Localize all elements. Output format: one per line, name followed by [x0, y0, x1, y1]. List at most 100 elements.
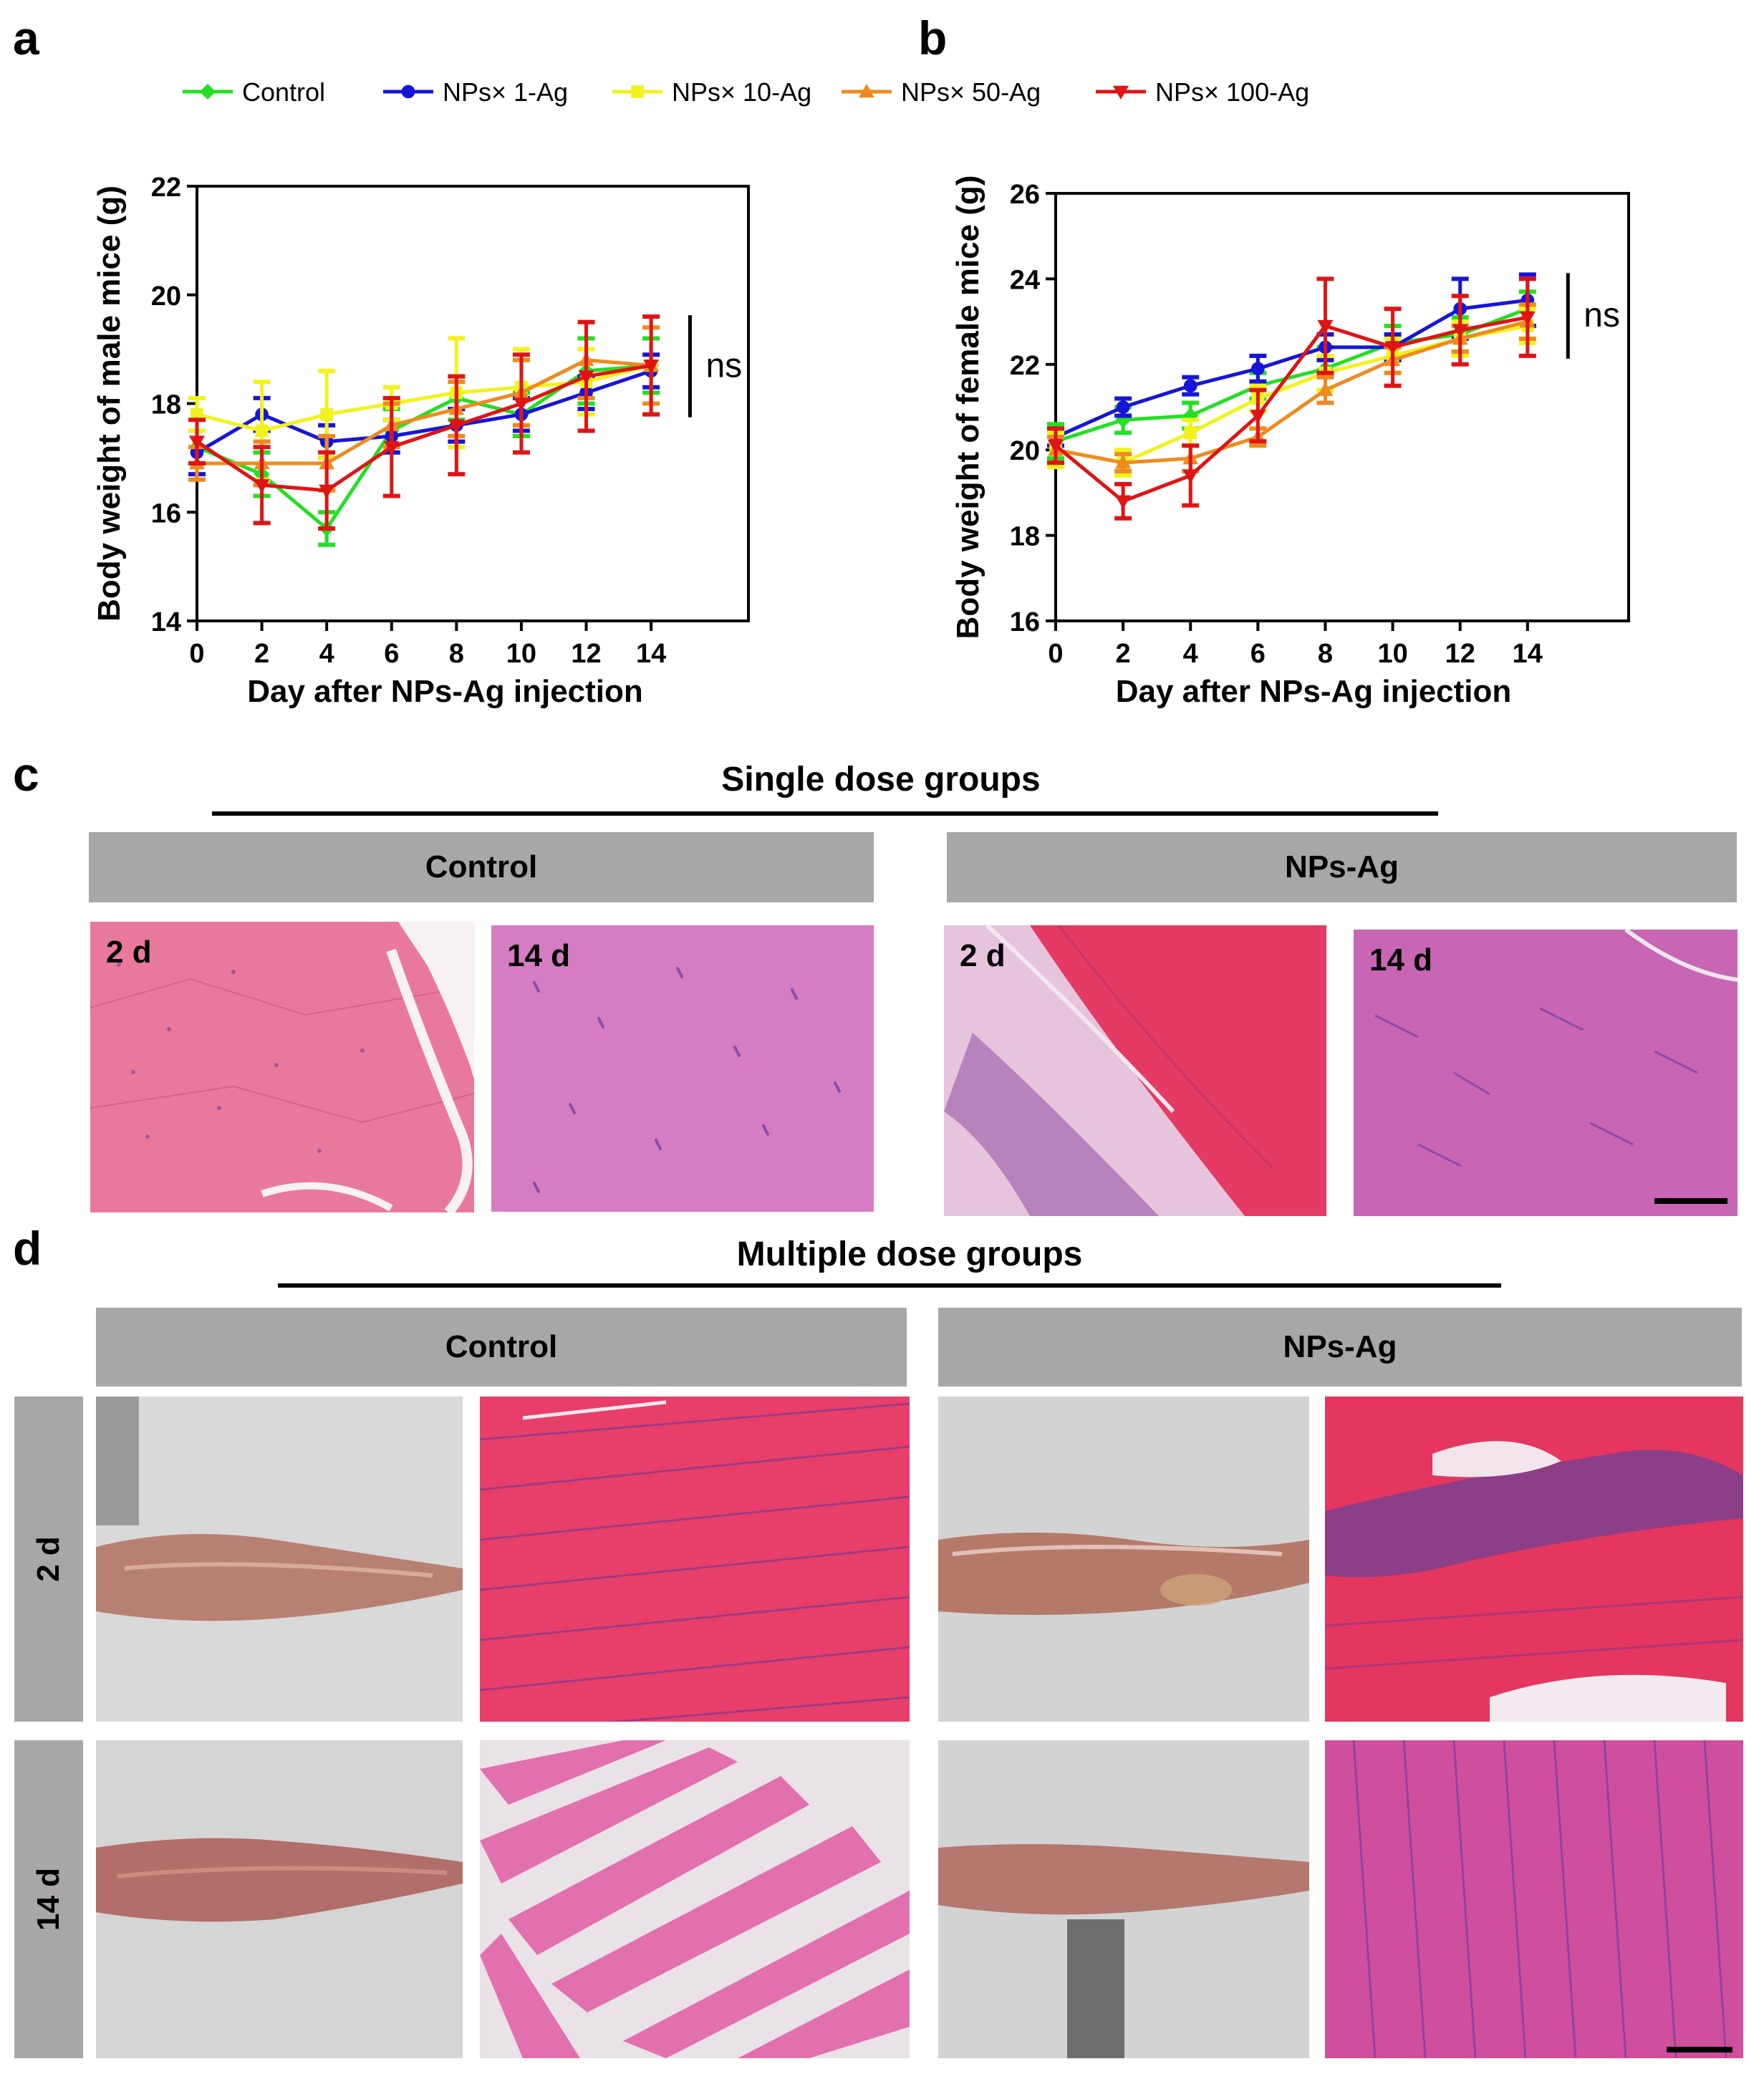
panel-d-control-label: Control	[445, 1329, 558, 1364]
x-tick-label: 14	[636, 639, 666, 669]
panel-d-nps-label: NPs-Ag	[1283, 1329, 1397, 1364]
legend-label-4: NPs× 100-Ag	[1155, 77, 1309, 107]
x-tick-label: 4	[1183, 639, 1198, 669]
data-point	[383, 440, 400, 455]
x-tick-label: 14	[1513, 639, 1543, 669]
panel-d-title: Multiple dose groups	[736, 1235, 1083, 1273]
data-point	[1116, 400, 1130, 414]
panel-c-nps-header: NPs-Ag	[947, 832, 1737, 902]
data-point	[319, 484, 335, 498]
x-axis-label: Day after NPs-Ag injection	[247, 674, 643, 709]
legend-marker-0	[200, 84, 216, 100]
x-tick-label: 6	[1250, 639, 1266, 669]
legend-label-1: NPs× 1-Ag	[443, 77, 568, 107]
data-point	[1183, 379, 1197, 392]
panel-d-rule	[278, 1283, 1501, 1288]
panel-d-control-header: Control	[96, 1308, 907, 1386]
y-tick-label: 16	[151, 498, 181, 529]
x-tick-label: 2	[1116, 639, 1131, 669]
panel-letter-b: b	[918, 11, 948, 64]
x-tick-label: 8	[1318, 639, 1333, 669]
row-label-14d: 14 d	[14, 1740, 83, 2058]
tile-label-2d: 2 d	[960, 938, 1006, 973]
data-point	[1317, 319, 1334, 334]
panel-letter-c: c	[13, 748, 39, 801]
x-tick-label: 4	[319, 639, 334, 669]
data-point	[1184, 426, 1197, 440]
y-tick-label: 18	[151, 390, 181, 420]
data-point	[254, 479, 270, 493]
legend-marker-1	[401, 85, 415, 99]
y-tick-label: 26	[1010, 180, 1040, 210]
muscle-photo-nps-14d	[938, 1740, 1309, 2058]
x-tick-label: 0	[1048, 639, 1063, 669]
muscle-photo-control-14d	[96, 1740, 463, 2058]
data-point	[1251, 362, 1265, 376]
plot-frame-b	[1054, 192, 1630, 622]
x-tick-label: 8	[449, 639, 464, 669]
legend: Control NPs× 1-Ag NPs× 10-Ag NPs× 50-Ag NPs×…	[183, 77, 1309, 107]
series-line-3	[1055, 319, 1528, 465]
tile-label-2d: 2 d	[106, 935, 152, 970]
panel-letter-a: a	[13, 11, 39, 64]
data-point	[1048, 439, 1064, 454]
chart-a-male-body-weight: 14 16 18 20 22 0 2 4 6 8 10 12 14 Day after NPs-Ag in…	[92, 173, 750, 709]
x-axis-label: Day after NPs-Ag injection	[1116, 674, 1512, 709]
panel-c-title: Single dose groups	[721, 761, 1041, 799]
histology-c-nps-14d: 14 d	[1354, 930, 1738, 1216]
y-tick-label: 24	[1010, 265, 1040, 295]
legend-label-0: Control	[242, 77, 325, 107]
legend-marker-4	[1113, 85, 1129, 100]
series-line-1	[196, 369, 652, 454]
data-point	[1519, 311, 1536, 326]
scale-bar-d	[1667, 2047, 1732, 2053]
panel-c-rule	[212, 811, 1438, 816]
tile-label-14d: 14 d	[507, 938, 571, 973]
data-point	[1250, 410, 1266, 424]
y-tick-label: 22	[151, 173, 181, 203]
panel-letter-d: d	[13, 1222, 42, 1275]
data-point	[1115, 495, 1132, 509]
histology-d-control-14d	[480, 1740, 910, 2058]
series-line-1	[1054, 298, 1528, 439]
y-tick-label: 20	[151, 281, 181, 312]
data-point	[513, 397, 529, 412]
series-line-4	[196, 363, 652, 493]
data-point	[189, 435, 205, 450]
histology-d-nps-2d	[1325, 1397, 1743, 1722]
panel-c-nps-label: NPs-Ag	[1285, 849, 1399, 884]
legend-marker-3	[859, 84, 874, 98]
x-tick-label: 6	[384, 639, 399, 669]
row-label-14d-text: 14 d	[30, 1867, 66, 1931]
histology-c-control-2d: 2 d	[90, 922, 474, 1212]
muscle-photo-control-2d	[96, 1397, 463, 1722]
series-line-2	[1055, 324, 1528, 465]
data-point	[255, 424, 269, 438]
muscle-photo-nps-2d	[938, 1397, 1309, 1722]
row-label-2d-text: 2 d	[30, 1536, 66, 1582]
x-tick-label: 12	[571, 639, 601, 669]
ns-label: ns	[705, 347, 742, 385]
row-label-2d: 2 d	[14, 1397, 83, 1722]
x-tick-label: 2	[254, 639, 269, 669]
data-point	[578, 370, 594, 385]
tile-label-14d: 14 d	[1369, 942, 1433, 978]
y-tick-label: 20	[1010, 436, 1040, 466]
legend-marker-2	[631, 85, 644, 98]
panel-d-nps-header: NPs-Ag	[938, 1308, 1742, 1386]
y-tick-label: 18	[1010, 522, 1040, 552]
series-line-3	[197, 358, 652, 466]
data-point	[1182, 469, 1199, 484]
data-point	[1317, 382, 1334, 396]
series-line-4	[1054, 315, 1528, 503]
y-axis-label: Body weight of female mice (g)	[950, 175, 985, 640]
data-point	[1452, 324, 1468, 339]
series-line-0	[1055, 307, 1528, 443]
series-line-0	[196, 363, 652, 531]
y-tick-label: 14	[151, 607, 181, 637]
ns-label: ns	[1584, 296, 1620, 334]
x-tick-label: 0	[189, 639, 204, 669]
histology-d-nps-14d	[1325, 1740, 1743, 2058]
data-point	[1384, 341, 1401, 355]
